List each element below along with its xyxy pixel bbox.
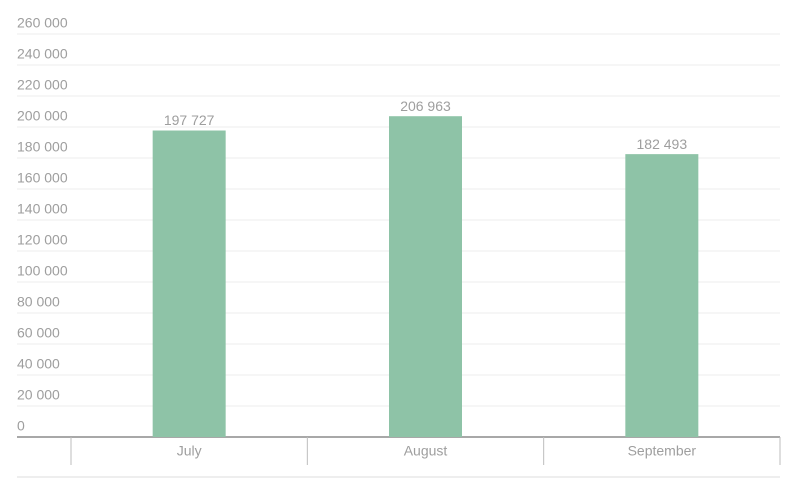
y-tick-label: 0	[17, 418, 25, 434]
y-tick-label: 220 000	[17, 77, 68, 93]
bar	[625, 154, 699, 437]
y-tick-label: 140 000	[17, 201, 68, 217]
value-label: 206 963	[400, 98, 451, 114]
bar	[389, 116, 462, 438]
x-tick-label: August	[404, 443, 448, 459]
y-tick-label: 60 000	[17, 325, 60, 341]
y-tick-label: 80 000	[17, 294, 60, 310]
y-tick-label: 40 000	[17, 356, 60, 372]
y-tick-label: 260 000	[17, 15, 68, 31]
y-tick-label: 20 000	[17, 387, 60, 403]
bar	[152, 130, 226, 438]
y-tick-label: 100 000	[17, 263, 68, 279]
x-tick-label: July	[177, 443, 202, 459]
y-tick-label: 160 000	[17, 170, 68, 186]
y-tick-label: 240 000	[17, 46, 68, 62]
value-label: 197 727	[164, 112, 215, 128]
value-label: 182 493	[637, 136, 688, 152]
x-tick-label: September	[628, 443, 697, 459]
y-tick-label: 180 000	[17, 139, 68, 155]
y-tick-label: 120 000	[17, 232, 68, 248]
y-tick-label: 200 000	[17, 108, 68, 124]
